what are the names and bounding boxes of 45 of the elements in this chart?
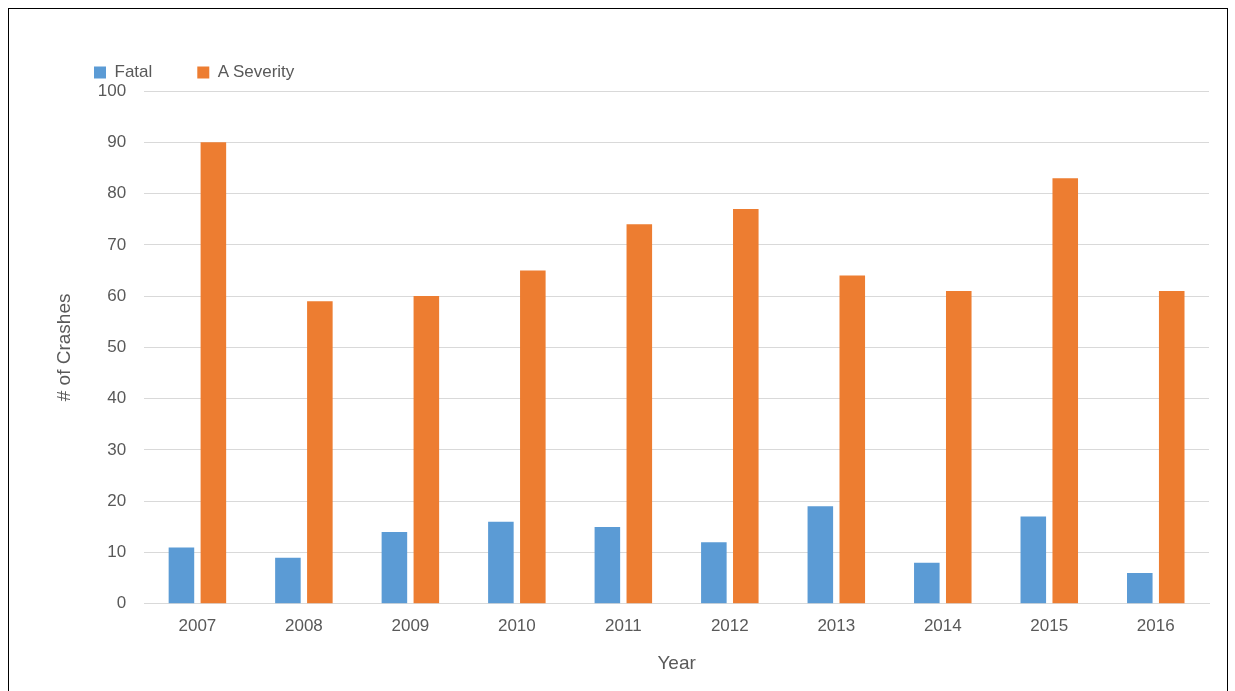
bar — [488, 521, 514, 604]
bar — [413, 296, 440, 604]
bar — [839, 275, 866, 604]
bar — [381, 532, 408, 604]
y-tick-label: 50 — [107, 337, 127, 357]
bar — [200, 142, 227, 604]
bar — [168, 547, 195, 604]
x-tick-label: 2011 — [605, 615, 642, 635]
bar — [733, 208, 759, 604]
bar — [594, 526, 621, 604]
x-tick-label: 2014 — [923, 615, 962, 635]
bar — [914, 562, 940, 604]
bar — [1158, 290, 1185, 604]
y-tick-label: 100 — [97, 80, 127, 100]
bar — [275, 557, 301, 604]
y-tick-label: 30 — [107, 439, 127, 459]
bar — [945, 290, 972, 604]
bar — [807, 506, 834, 604]
x-tick-label: 2008 — [284, 615, 323, 635]
y-tick-label: 70 — [107, 234, 127, 254]
bar — [626, 224, 653, 604]
bar — [1127, 573, 1153, 604]
y-tick-label: 80 — [107, 183, 127, 203]
x-tick-label: 2013 — [817, 615, 856, 635]
y-tick-label: 60 — [107, 285, 127, 305]
bar — [307, 301, 333, 604]
bar — [701, 542, 727, 604]
legend-label: A Severity — [217, 62, 295, 82]
x-axis-title: Year — [657, 651, 697, 673]
x-tick-label: 2007 — [178, 615, 217, 635]
x-tick-label: 2015 — [1030, 615, 1069, 635]
x-tick-label: 2012 — [710, 615, 749, 635]
y-tick-label: 10 — [107, 542, 127, 562]
x-tick-label: 2016 — [1136, 615, 1175, 635]
y-tick-label: 0 — [116, 593, 127, 613]
y-axis-title: # of Crashes — [52, 293, 74, 402]
bar — [520, 270, 546, 604]
legend-label: Fatal — [114, 62, 153, 82]
x-tick-label: 2010 — [497, 615, 536, 635]
x-tick-label: 2009 — [391, 615, 430, 635]
bar — [1052, 178, 1079, 604]
y-tick-label: 20 — [107, 490, 127, 510]
y-tick-label: 40 — [107, 388, 127, 408]
y-tick-label: 90 — [107, 131, 127, 151]
bar — [1020, 516, 1047, 604]
